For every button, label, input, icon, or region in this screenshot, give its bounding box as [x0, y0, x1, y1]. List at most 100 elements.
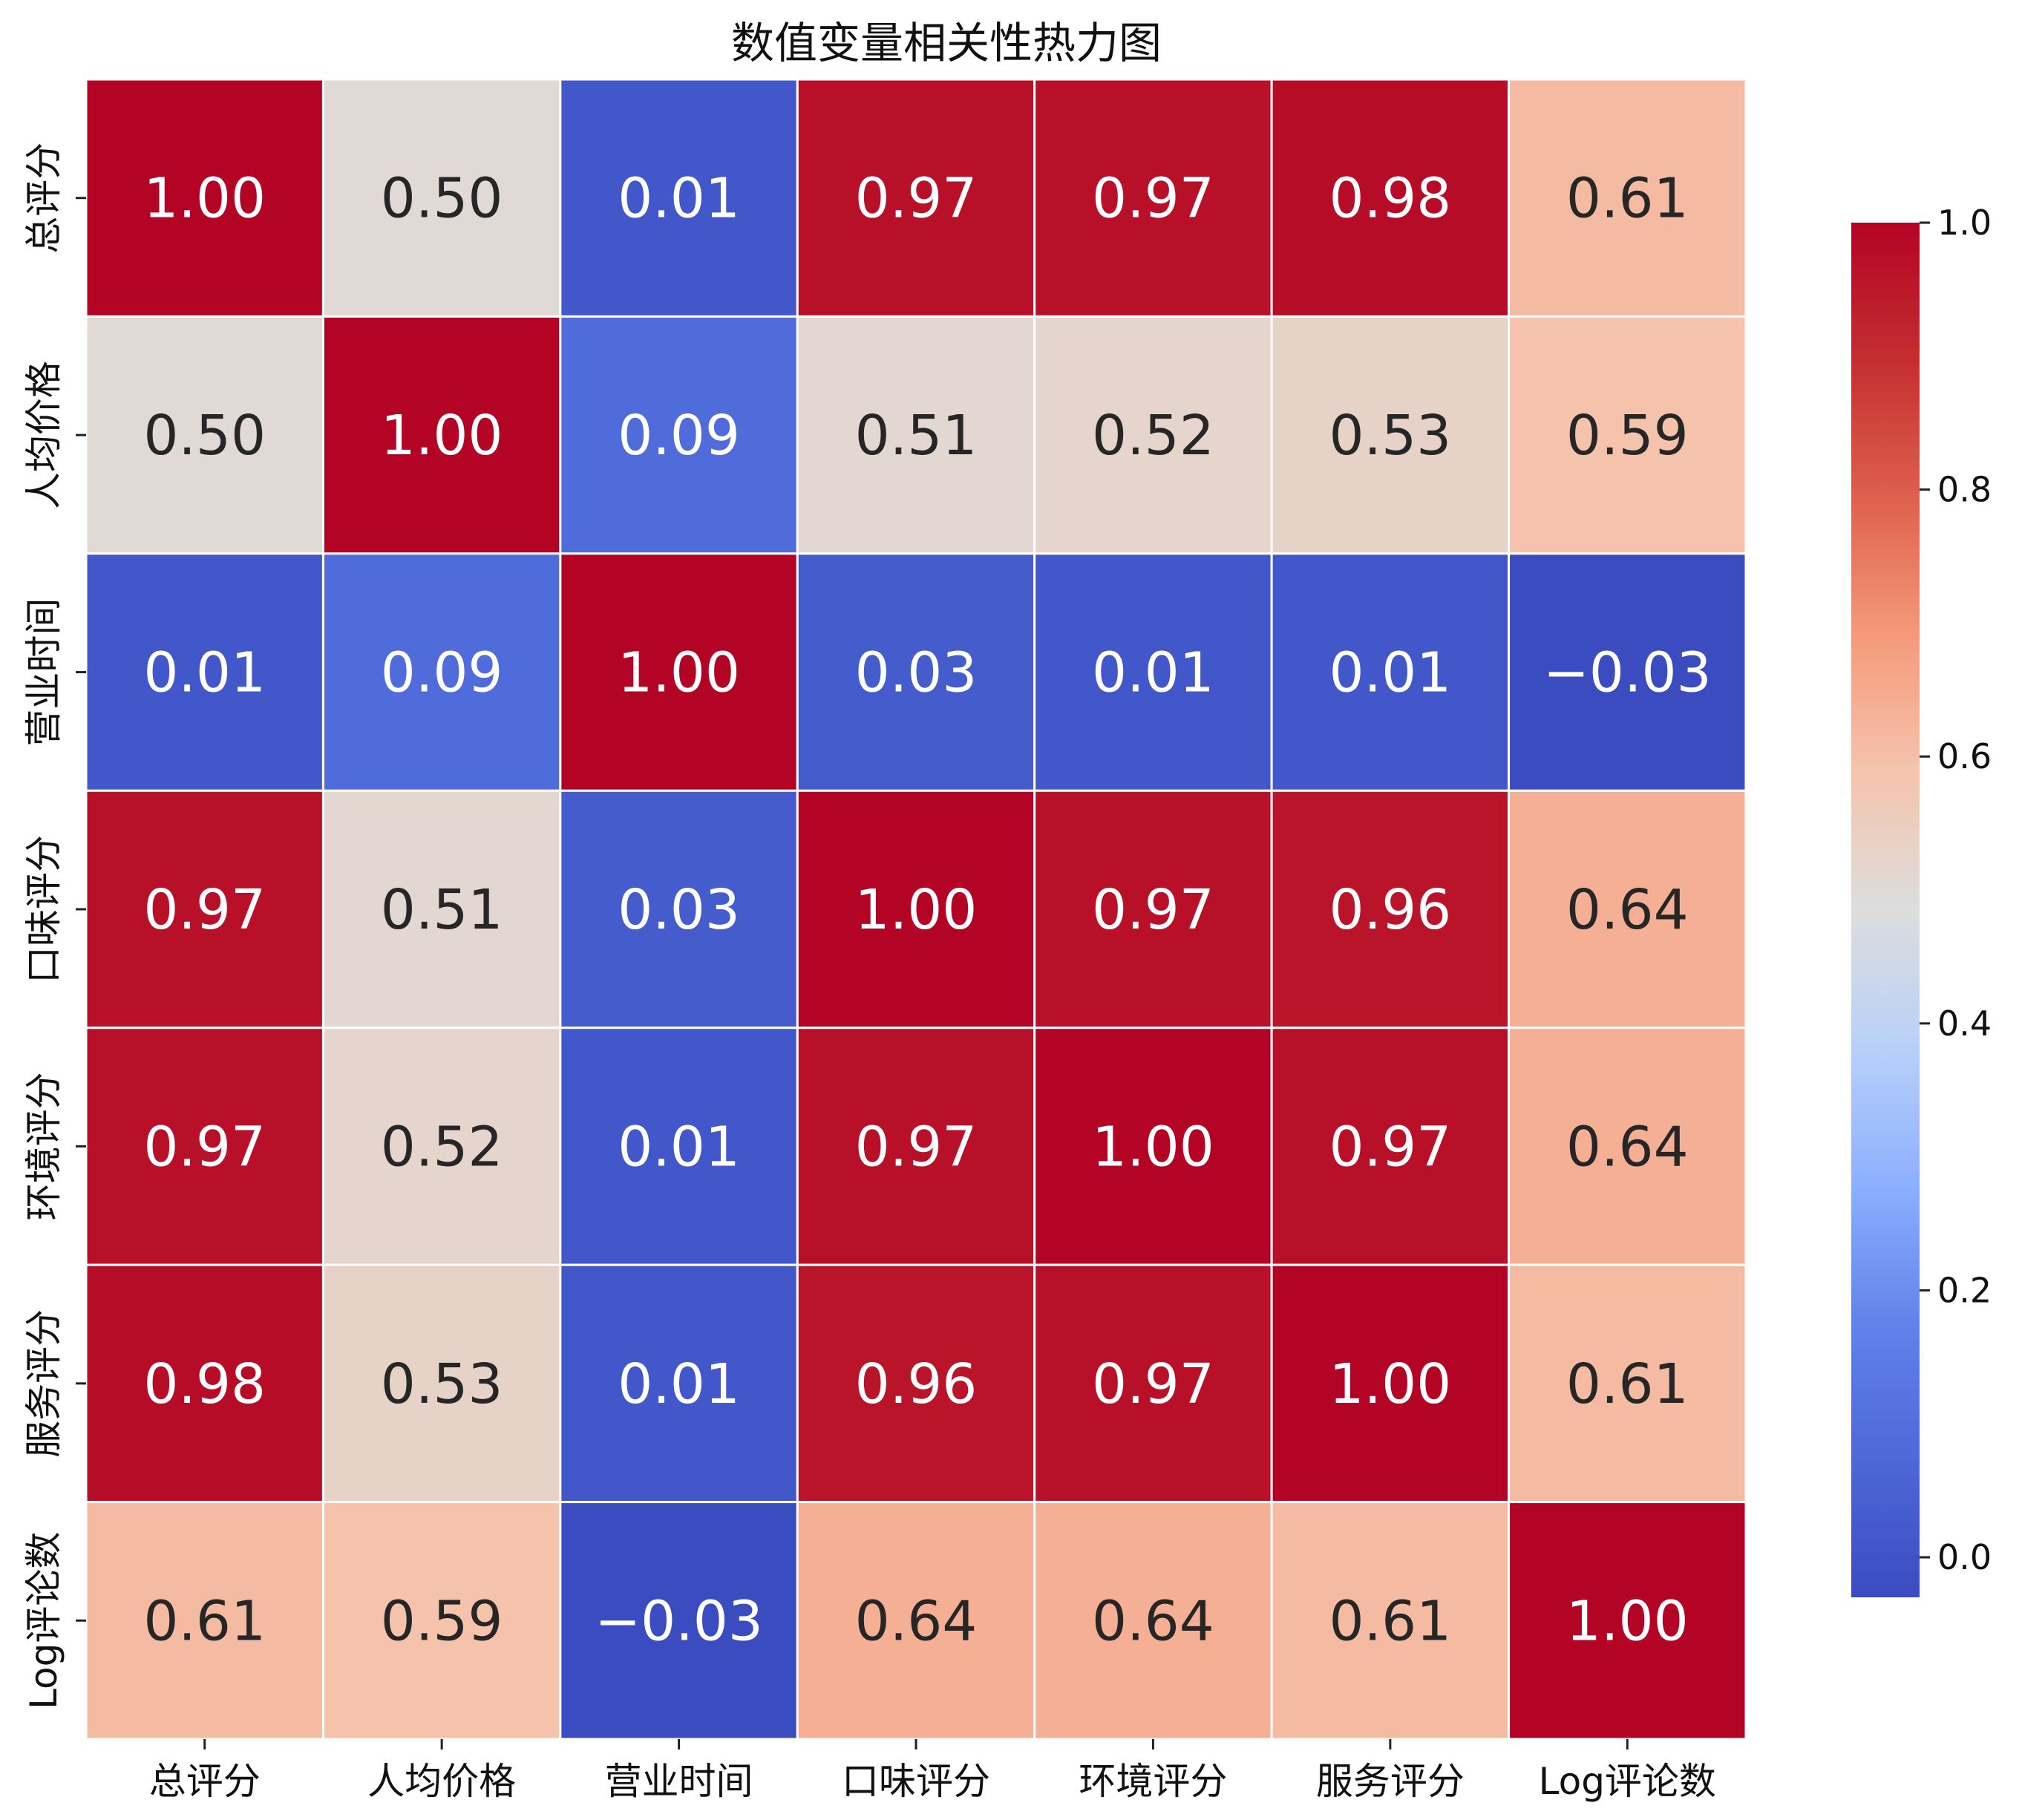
heatmap-cell-label-0-5: 0.98	[1329, 167, 1451, 231]
heatmap-cell-label-5-4: 0.97	[1092, 1352, 1214, 1416]
heatmap-cell-3-5	[1270, 789, 1511, 1030]
heatmap-cell-label-4-5: 0.97	[1329, 1115, 1451, 1179]
heatmap-cell-6-3	[796, 1501, 1036, 1741]
heatmap-cell-1-0	[85, 315, 324, 555]
heatmap-cell-label-2-5: 0.01	[1329, 641, 1451, 705]
colorbar-gradient	[1851, 223, 1920, 1597]
heatmap-cell-5-4	[1033, 1263, 1273, 1504]
heatmap-cell-label-3-1: 0.51	[381, 878, 503, 942]
colorbar-tick-label-0: 0.0	[1937, 1537, 1992, 1577]
x-axis: 总评分 人均价格 营业时间 口味评分 环境评分 服务评分 Log评论数	[149, 1739, 1716, 1803]
x-tick-label-3: 口味评分	[842, 1760, 990, 1803]
heatmap-cell-label-6-3: 0.64	[855, 1589, 978, 1653]
heatmap-cell-label-1-5: 0.53	[1329, 404, 1451, 468]
heatmap-cell-label-5-0: 0.98	[143, 1352, 266, 1416]
heatmap-cell-3-3	[796, 789, 1036, 1030]
heatmap-cell-6-0	[85, 1501, 324, 1741]
heatmap-cell-6-4	[1033, 1501, 1273, 1741]
heatmap-cell-label-1-4: 0.52	[1092, 404, 1214, 468]
heatmap-cell-label-5-1: 0.53	[381, 1352, 503, 1416]
heatmap-cell-label-0-3: 0.97	[855, 167, 978, 231]
x-tick-label-6: Log评论数	[1539, 1760, 1716, 1803]
colorbar: 0.0 0.2 0.4 0.6 0.8 1.0	[1851, 203, 1992, 1597]
heatmap-cell-2-5	[1270, 552, 1511, 792]
y-tick-label-3: 口味评分	[22, 835, 65, 983]
heatmap-cell-label-5-5: 1.00	[1329, 1352, 1451, 1416]
y-tick-label-4: 环境评分	[22, 1072, 65, 1220]
heatmap-cell-label-3-6: 0.64	[1566, 878, 1689, 942]
heatmap-cell-5-1	[321, 1263, 562, 1504]
y-tick-label-1: 人均价格	[22, 361, 65, 509]
heatmap-cell-label-4-1: 0.52	[381, 1115, 503, 1179]
heatmap-cell-label-2-2: 1.00	[618, 641, 740, 705]
heatmap-cell-label-1-1: 1.00	[381, 404, 503, 468]
heatmap-cell-3-0	[85, 789, 324, 1030]
heatmap-cell-4-2	[559, 1027, 799, 1266]
heatmap-cell-1-5	[1270, 315, 1511, 555]
x-tick-label-5: 服务评分	[1316, 1760, 1465, 1803]
y-tick-label-6: Log评论数	[22, 1532, 65, 1709]
heatmap-cell-label-5-3: 0.96	[855, 1352, 978, 1416]
heatmap-cell-0-3	[796, 78, 1036, 318]
heatmap-cell-label-4-2: 0.01	[618, 1115, 740, 1179]
colorbar-tick-label-4: 0.8	[1937, 470, 1992, 510]
heatmap-cell-label-1-3: 0.51	[855, 404, 978, 468]
heatmap-cell-label-6-0: 0.61	[143, 1589, 266, 1653]
heatmap-cell-0-0	[85, 78, 324, 318]
colorbar-tick-label-3: 0.6	[1937, 736, 1992, 776]
heatmap-cell-label-0-2: 0.01	[618, 167, 740, 231]
heatmap-cell-label-6-2: −0.03	[595, 1589, 763, 1653]
heatmap-cell-label-0-6: 0.61	[1566, 167, 1689, 231]
colorbar-tick-label-2: 0.4	[1937, 1004, 1992, 1044]
heatmap-cell-label-3-3: 1.00	[855, 878, 978, 942]
heatmap-cells: 1.00 0.50 0.01 0.97 0.97 0.98 0.61 0.50 1.00 0.09…	[85, 78, 1747, 1741]
x-tick-label-0: 总评分	[149, 1760, 261, 1803]
heatmap-cell-label-1-6: 0.59	[1566, 404, 1689, 468]
heatmap-cell-label-6-4: 0.64	[1092, 1589, 1214, 1653]
heatmap-cell-label-6-5: 0.61	[1329, 1589, 1451, 1653]
heatmap-cell-6-5	[1270, 1501, 1511, 1741]
heatmap-cell-5-2	[559, 1263, 799, 1504]
heatmap-cell-label-4-0: 0.97	[143, 1115, 266, 1179]
heatmap-cell-2-3	[796, 552, 1036, 792]
heatmap-cell-label-0-1: 0.50	[381, 167, 503, 231]
heatmap-cell-6-2	[559, 1501, 799, 1741]
heatmap-cell-5-6	[1508, 1263, 1747, 1504]
heatmap-cell-label-0-0: 1.00	[143, 167, 266, 231]
heatmap-cell-label-6-6: 1.00	[1566, 1589, 1689, 1653]
heatmap-cell-label-2-3: 0.03	[855, 641, 978, 705]
heatmap-cell-label-5-6: 0.61	[1566, 1352, 1689, 1416]
heatmap-cell-0-4	[1033, 78, 1273, 318]
y-tick-label-2: 营业时间	[22, 598, 65, 747]
heatmap-cell-label-1-2: 0.09	[618, 404, 740, 468]
heatmap-cell-3-1	[321, 789, 562, 1030]
heatmap-cell-label-3-2: 0.03	[618, 878, 740, 942]
x-tick-label-4: 环境评分	[1079, 1760, 1227, 1803]
heatmap-cell-label-2-6: −0.03	[1543, 641, 1712, 705]
heatmap-cell-6-6	[1508, 1501, 1747, 1741]
heatmap-cell-label-4-4: 1.00	[1092, 1115, 1214, 1179]
heatmap-cell-label-3-0: 0.97	[143, 878, 266, 942]
heatmap-cell-label-3-5: 0.96	[1329, 878, 1451, 942]
heatmap-cell-label-4-6: 0.64	[1566, 1115, 1689, 1179]
heatmap-cell-2-2	[559, 552, 799, 792]
chart-title: 数值变量相关性热力图	[731, 18, 1162, 68]
heatmap-cell-3-6	[1508, 789, 1747, 1030]
heatmap-cell-1-4	[1033, 315, 1273, 555]
heatmap-cell-5-3	[796, 1263, 1036, 1504]
colorbar-ticks: 0.0 0.2 0.4 0.6 0.8 1.0	[1920, 203, 1992, 1577]
colorbar-tick-label-5: 1.0	[1937, 203, 1992, 243]
heatmap-cell-label-6-1: 0.59	[381, 1589, 503, 1653]
colorbar-tick-label-1: 0.2	[1937, 1270, 1992, 1310]
heatmap-cell-2-1	[321, 552, 562, 792]
heatmap-cell-0-1	[321, 78, 562, 318]
heatmap-cell-label-2-0: 0.01	[143, 641, 266, 705]
heatmap-cell-2-0	[85, 552, 324, 792]
heatmap-cell-label-2-4: 0.01	[1092, 641, 1214, 705]
heatmap-cell-label-2-1: 0.09	[381, 641, 503, 705]
x-tick-label-2: 营业时间	[605, 1760, 753, 1803]
heatmap-cell-0-5	[1270, 78, 1511, 318]
heatmap-cell-label-4-3: 0.97	[855, 1115, 978, 1179]
